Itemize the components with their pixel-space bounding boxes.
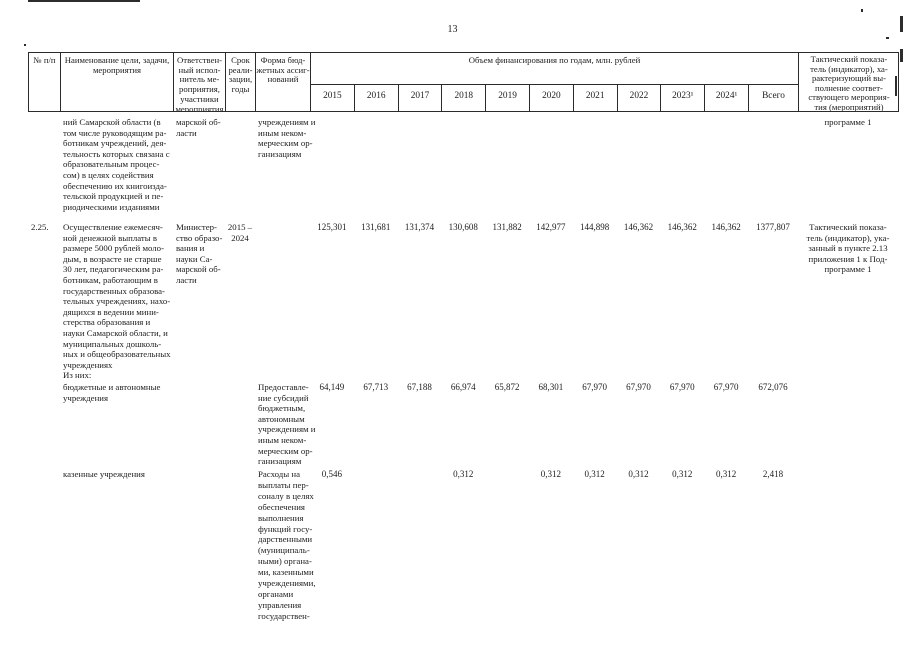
- table-header: № п/п Наименование цели, задачи, меропри…: [28, 52, 899, 112]
- header-year-2016: 2016: [355, 85, 399, 111]
- cell-value-2021: 144,898: [580, 222, 610, 232]
- cell-value-2024: 146,362: [711, 222, 741, 232]
- header-year-total: Всего: [749, 85, 799, 111]
- cell-period: 2015 – 2024: [227, 222, 253, 243]
- cell-value-total: 1377,807: [756, 222, 790, 232]
- cell-activity-name: Осуществление ежемесяч- ной денежной вып…: [63, 222, 171, 370]
- header-cell-form: Форма бюд- жетных ассиг- нований: [256, 53, 311, 111]
- cell-value-2020: 0,312: [540, 469, 561, 479]
- cell-value-2017: 131,374: [404, 222, 435, 232]
- cell-value-2018: 130,608: [448, 222, 478, 232]
- cell-activity-name: казенные учреждения: [63, 469, 145, 479]
- cell-value-2019: 65,872: [494, 382, 520, 392]
- cell-value-total: 2,418: [762, 469, 784, 479]
- cell-value-2015: 125,301: [317, 222, 347, 232]
- header-cell-indicator: Тактический показа- тель (индикатор), ха…: [808, 54, 890, 111]
- cell-value-2019: 131,882: [492, 222, 522, 232]
- cell-budget-form: учреждениям и иным неком- мерческим ор- …: [258, 117, 316, 159]
- cell-value-2015: 64,149: [319, 382, 345, 392]
- scan-artifact-dot: [861, 9, 863, 12]
- header-cell-funding-span: Объем финансирования по годам, млн. рубл…: [311, 53, 799, 85]
- funding-table: № п/п Наименование цели, задачи, меропри…: [28, 52, 899, 650]
- cell-value-2022: 146,362: [623, 222, 654, 232]
- cell-activity-name-wrap: Осуществление ежемесяч- ной денежной вып…: [60, 222, 173, 381]
- cell-item-number: 2.25.: [31, 222, 49, 232]
- cell-budget-form: Предоставле- ние субсидий бюджетным, авт…: [258, 382, 316, 467]
- header-year-2024: 2024¹: [705, 85, 749, 111]
- scan-artifact-dot: [24, 44, 26, 46]
- cell-value-2023: 67,970: [669, 382, 695, 392]
- header-year-2023: 2023¹: [661, 85, 706, 111]
- table-row-continuation: ний Самарской области (в том числе руков…: [28, 112, 899, 218]
- cell-value-2022: 0,312: [628, 469, 649, 479]
- cell-activity-name: бюджетные и автономные учреждения: [63, 382, 161, 403]
- cell-value-2021: 67,970: [582, 382, 608, 392]
- header-cell-executor: Ответствен- ный испол- нитель ме- роприя…: [174, 53, 226, 111]
- header-cell-name: Наименование цели, задачи, мероприятия: [61, 53, 174, 111]
- scan-artifact-bar: [895, 76, 897, 96]
- cell-value-2020: 68,301: [538, 382, 564, 392]
- scan-artifact-dot: [886, 37, 889, 39]
- header-year-2015: 2015: [311, 85, 355, 111]
- cell-value-total: 672,076: [758, 382, 788, 392]
- cell-value-2024: 0,312: [715, 469, 737, 479]
- cell-executor: марской об- ласти: [176, 117, 221, 138]
- cell-value-2017: 67,188: [407, 382, 432, 392]
- page-number: 13: [447, 24, 458, 35]
- header-year-2022: 2022: [618, 85, 662, 111]
- scan-artifact-bar: [900, 49, 903, 62]
- cell-value-2021: 0,312: [584, 469, 605, 479]
- header-year-2018: 2018: [442, 85, 487, 111]
- header-cell-period: Срок реали- зации, годы: [226, 53, 256, 111]
- header-year-2019: 2019: [486, 85, 530, 111]
- table-row-state-institutions: казенные учреждения Расходы на выплаты п…: [28, 468, 899, 650]
- cell-value-2022: 67,970: [626, 382, 651, 392]
- scan-artifact-line: [28, 0, 140, 2]
- table-row-2-25: 2.25. Осуществление ежемесяч- ной денежн…: [28, 218, 899, 381]
- header-year-2021: 2021: [574, 85, 618, 111]
- cell-value-2015: 0,546: [321, 469, 343, 479]
- cell-indicator: Тактический показа- тель (индикатор), ук…: [806, 222, 890, 275]
- cell-value-2018: 0,312: [453, 469, 474, 479]
- scan-artifact-bar: [900, 16, 903, 32]
- cell-indicator: программе 1: [824, 117, 872, 127]
- cell-value-2018: 66,974: [450, 382, 476, 392]
- cell-value-2023: 0,312: [672, 469, 693, 479]
- table-row-budget-institutions: бюджетные и автономные учреждения Предос…: [28, 381, 899, 468]
- cell-sub-label: Из них:: [63, 370, 92, 381]
- cell-value-2016: 131,681: [361, 222, 391, 232]
- cell-budget-form: Расходы на выплаты пер- соналу в целях о…: [258, 469, 316, 621]
- cell-value-2016: 67,713: [363, 382, 389, 392]
- header-year-2020: 2020: [530, 85, 574, 111]
- cell-activity-name: ний Самарской области (в том числе руков…: [63, 117, 170, 212]
- header-cell-num: № п/п: [29, 53, 61, 111]
- header-year-2017: 2017: [399, 85, 443, 111]
- cell-value-2020: 142,977: [536, 222, 566, 232]
- cell-executor: Министер- ство образо- вания и науки Са-…: [176, 222, 223, 285]
- cell-value-2023: 146,362: [667, 222, 697, 232]
- cell-value-2024: 67,970: [713, 382, 739, 392]
